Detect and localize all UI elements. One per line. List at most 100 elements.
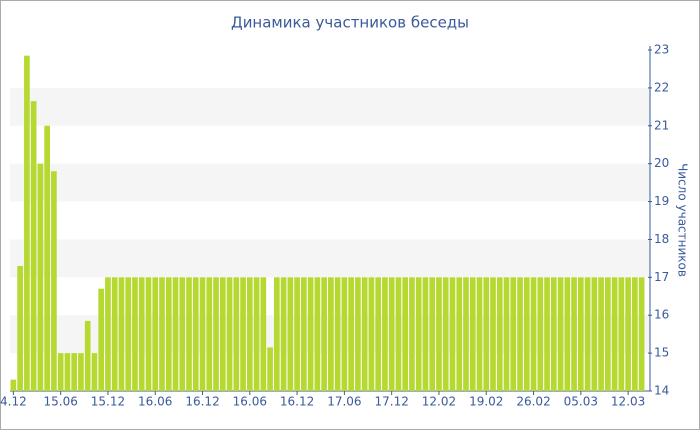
bar <box>301 277 307 391</box>
bar <box>98 288 105 391</box>
bar <box>571 277 577 391</box>
bar <box>395 277 402 391</box>
bar <box>267 347 273 391</box>
bar <box>638 277 645 391</box>
bar <box>402 277 409 391</box>
bar <box>550 277 557 391</box>
y-tick-label: 18 <box>654 232 669 246</box>
bar <box>577 277 584 391</box>
bar <box>233 277 240 391</box>
grid-band <box>10 239 650 278</box>
bar <box>618 277 625 391</box>
bar <box>84 320 91 391</box>
y-tick-label: 15 <box>654 346 669 360</box>
grid-band <box>10 87 650 126</box>
bar <box>206 277 213 391</box>
x-tick-label: 12.02 <box>422 395 456 409</box>
bar <box>625 277 631 391</box>
bar <box>321 277 327 391</box>
y-tick-label: 23 <box>654 43 669 57</box>
bar <box>159 277 165 391</box>
x-tick-label: 12.03 <box>611 395 645 409</box>
bar <box>328 277 334 391</box>
bar <box>10 379 17 391</box>
x-tick-label: 17.06 <box>327 395 361 409</box>
x-tick-label: 16.12 <box>185 395 219 409</box>
bar <box>409 277 415 391</box>
bar <box>496 277 503 391</box>
bar <box>598 277 604 391</box>
bar <box>253 277 260 391</box>
bar <box>192 277 199 391</box>
bar <box>388 277 395 391</box>
bar <box>294 277 300 391</box>
x-tick-label: 05.03 <box>564 395 598 409</box>
bar <box>368 277 375 391</box>
bar <box>429 277 436 391</box>
bar <box>118 277 125 391</box>
y-tick-label: 14 <box>654 384 669 398</box>
x-tick-label: 17.12 <box>374 395 408 409</box>
bar <box>537 277 544 391</box>
bar <box>611 277 618 391</box>
bar <box>44 125 50 392</box>
bar <box>145 277 152 391</box>
bar <box>517 277 523 391</box>
bar <box>240 277 246 391</box>
y-tick-label: 21 <box>654 118 669 132</box>
bar <box>510 277 517 391</box>
bar <box>355 277 361 391</box>
bar <box>172 277 179 391</box>
bar <box>186 277 192 391</box>
bar <box>314 277 321 391</box>
y-tick-label: 20 <box>654 156 669 170</box>
bar <box>91 353 98 391</box>
bar <box>78 353 84 391</box>
bar <box>544 277 550 391</box>
x-tick-label: 26.02 <box>516 395 550 409</box>
bar <box>246 277 253 391</box>
bar <box>57 353 64 391</box>
bar <box>138 277 145 391</box>
bar <box>442 277 449 391</box>
y-axis-title: Число участников <box>676 163 690 277</box>
bar <box>179 277 186 391</box>
bar <box>226 277 233 391</box>
x-tick-label: 15.12 <box>91 395 125 409</box>
bar <box>375 277 382 391</box>
bar <box>422 277 429 391</box>
y-tick-label: 22 <box>654 80 669 94</box>
bar <box>125 277 132 391</box>
bar <box>382 277 388 391</box>
bar <box>348 277 354 391</box>
bar <box>37 163 44 391</box>
bar <box>503 277 510 391</box>
bar <box>530 277 537 391</box>
bar <box>24 55 30 391</box>
bar <box>632 277 638 391</box>
bar <box>71 353 78 391</box>
bar <box>280 277 287 391</box>
y-tick-label: 16 <box>654 308 669 322</box>
bar <box>523 277 530 391</box>
bar <box>165 277 172 391</box>
bar <box>17 265 23 391</box>
bar <box>307 277 314 391</box>
x-tick-label: 16.12 <box>280 395 314 409</box>
bar <box>152 277 159 391</box>
bar <box>605 277 611 391</box>
bar <box>557 277 564 391</box>
bar <box>287 277 294 391</box>
bar <box>456 277 463 391</box>
bar <box>132 277 138 391</box>
chart-title: Динамика участников беседы <box>231 14 469 32</box>
x-tick-label: 19.02 <box>469 395 503 409</box>
bar <box>334 277 341 391</box>
bar <box>476 277 483 391</box>
bar <box>219 277 226 391</box>
y-tick-label: 19 <box>654 194 669 208</box>
bar <box>199 277 206 391</box>
x-tick-label: 4.12 <box>0 395 27 409</box>
bar <box>449 277 456 391</box>
bar <box>591 277 598 391</box>
